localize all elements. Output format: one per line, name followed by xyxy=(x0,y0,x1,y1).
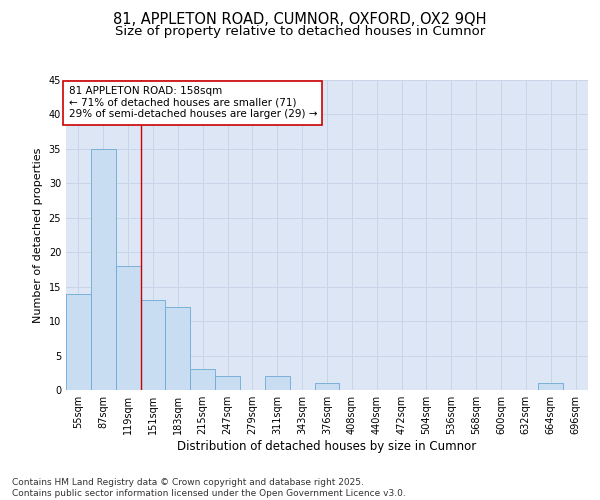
Bar xyxy=(265,376,290,390)
Bar xyxy=(140,300,166,390)
Text: 81, APPLETON ROAD, CUMNOR, OXFORD, OX2 9QH: 81, APPLETON ROAD, CUMNOR, OXFORD, OX2 9… xyxy=(113,12,487,28)
X-axis label: Distribution of detached houses by size in Cumnor: Distribution of detached houses by size … xyxy=(178,440,476,453)
Bar xyxy=(314,383,340,390)
Bar xyxy=(190,370,215,390)
Bar xyxy=(66,294,91,390)
Bar xyxy=(215,376,240,390)
Text: Size of property relative to detached houses in Cumnor: Size of property relative to detached ho… xyxy=(115,25,485,38)
Bar xyxy=(116,266,140,390)
Bar xyxy=(91,149,116,390)
Text: Contains HM Land Registry data © Crown copyright and database right 2025.
Contai: Contains HM Land Registry data © Crown c… xyxy=(12,478,406,498)
Bar xyxy=(538,383,563,390)
Bar xyxy=(166,308,190,390)
Text: 81 APPLETON ROAD: 158sqm
← 71% of detached houses are smaller (71)
29% of semi-d: 81 APPLETON ROAD: 158sqm ← 71% of detach… xyxy=(68,86,317,120)
Y-axis label: Number of detached properties: Number of detached properties xyxy=(33,148,43,322)
